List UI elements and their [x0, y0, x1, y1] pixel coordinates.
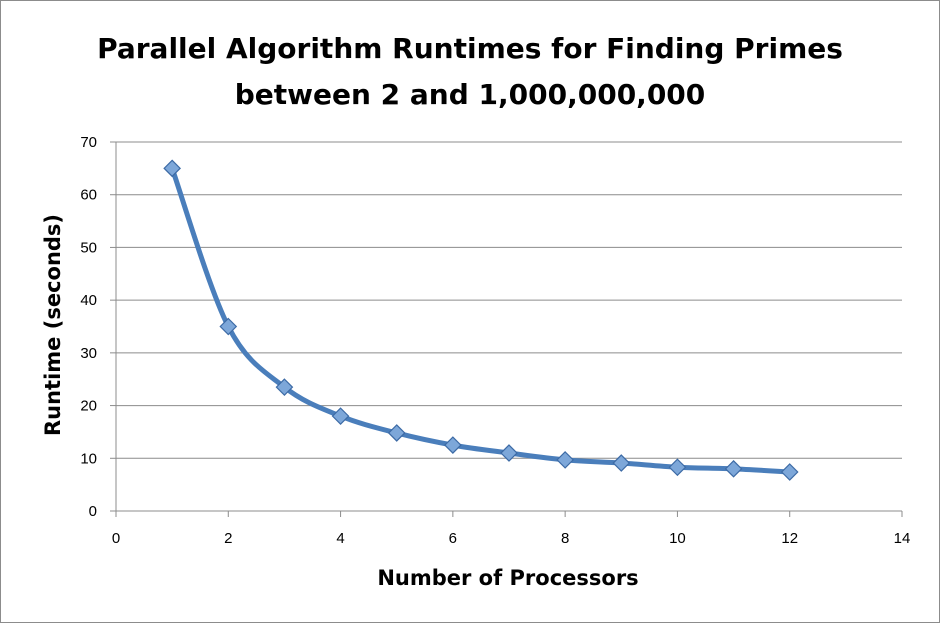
x-tick-label: 6	[449, 530, 457, 547]
data-point-marker	[668, 458, 687, 477]
data-point-marker	[219, 317, 238, 336]
y-tick-label: 40	[80, 292, 97, 309]
data-point-marker	[331, 407, 350, 425]
data-point-marker	[612, 454, 631, 472]
y-tick-label: 50	[80, 239, 97, 256]
x-tick-label: 0	[112, 530, 120, 547]
x-tick-label: 14	[894, 530, 911, 547]
tick-labels: 0 10 20 30 40 50 60 70 0 2 4 6 8 10 12 14	[80, 134, 910, 547]
data-point-marker	[724, 459, 743, 478]
y-tick-label: 20	[80, 398, 97, 415]
chart-title-line-2: between 2 and 1,000,000,000	[235, 78, 706, 111]
y-tick-label: 70	[80, 134, 97, 151]
y-axis-title: Runtime (seconds)	[41, 214, 65, 436]
data-point-marker	[163, 159, 181, 178]
x-tick-label: 4	[336, 530, 344, 547]
x-tick-label: 12	[781, 530, 798, 547]
y-tick-label: 30	[80, 345, 97, 362]
data-point-marker	[780, 463, 799, 481]
gridlines	[116, 141, 902, 459]
data-point-marker	[556, 451, 574, 469]
y-tick-label: 0	[89, 503, 97, 520]
data-point-marker	[275, 378, 294, 396]
series-runtime	[163, 159, 799, 481]
x-tick-label: 10	[669, 530, 686, 547]
x-tick-label: 8	[561, 530, 569, 547]
x-tick-label: 2	[224, 530, 232, 547]
chart-title-line-1: Parallel Algorithm Runtimes for Finding …	[97, 32, 843, 65]
y-tick-label: 60	[80, 187, 97, 204]
x-axis-title: Number of Processors	[377, 566, 638, 590]
data-point-marker	[500, 444, 518, 462]
data-point-marker	[387, 424, 406, 442]
data-point-marker	[444, 436, 462, 454]
series-line	[169, 165, 793, 475]
axes	[110, 141, 903, 517]
y-tick-label: 10	[80, 450, 97, 467]
